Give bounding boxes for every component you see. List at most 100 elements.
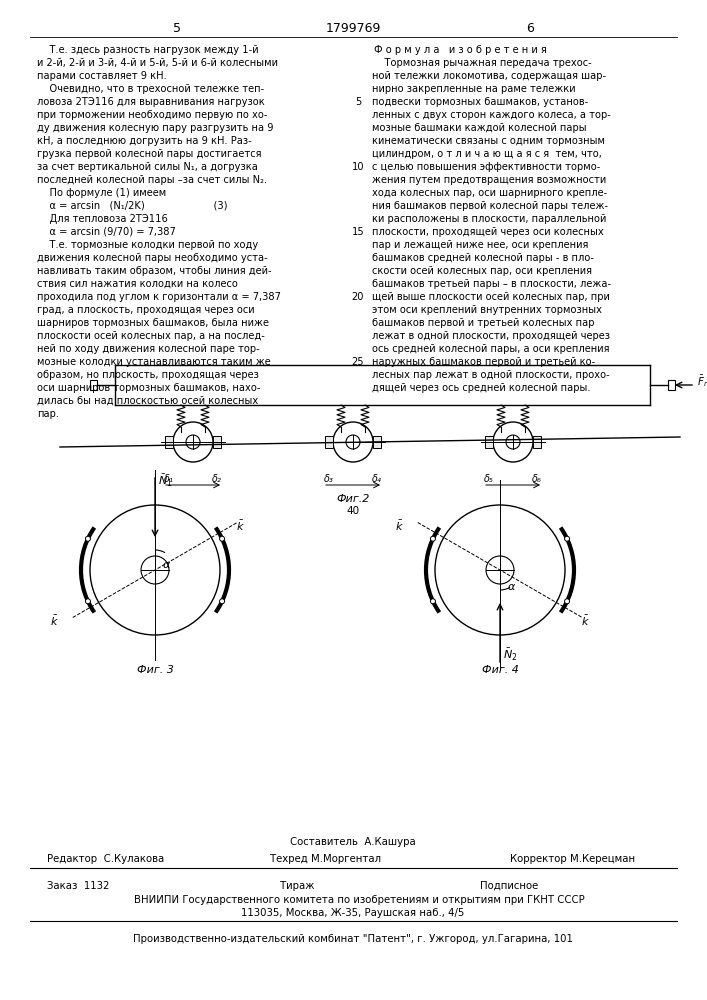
Text: шарниров тормозных башмаков, была ниже: шарниров тормозных башмаков, была ниже [37, 318, 269, 328]
Text: По формуле (1) имеем: По формуле (1) имеем [37, 188, 166, 198]
Text: α = arcsin (9/70) = 7,387: α = arcsin (9/70) = 7,387 [37, 227, 176, 237]
Text: 40: 40 [346, 506, 360, 516]
Text: парами составляет 9 кН.: парами составляет 9 кН. [37, 71, 167, 81]
Bar [485, 436, 493, 448]
Text: лесных пар лежат в одной плоскости, прохо-: лесных пар лежат в одной плоскости, прох… [372, 370, 609, 380]
Text: Очевидно, что в трехосной тележке теп-: Очевидно, что в трехосной тележке теп- [37, 84, 264, 94]
Text: Т.е. тормозные колодки первой по ходу: Т.е. тормозные колодки первой по ходу [37, 240, 258, 250]
Text: при торможении необходимо первую по хо-: при торможении необходимо первую по хо- [37, 110, 267, 120]
Bar [533, 436, 541, 448]
Text: нирно закрепленные на раме тележки: нирно закрепленные на раме тележки [372, 84, 575, 94]
Text: 15: 15 [351, 227, 364, 237]
Text: Фиг.2: Фиг.2 [337, 494, 370, 504]
Text: ной тележки локомотива, содержащая шар-: ной тележки локомотива, содержащая шар- [372, 71, 606, 81]
Text: ВНИИПИ Государственного комитета по изобретениям и открытиям при ГКНТ СССР: ВНИИПИ Государственного комитета по изоб… [121, 895, 585, 905]
Text: плоскости осей колесных пар, а на послед-: плоскости осей колесных пар, а на послед… [37, 331, 265, 341]
Text: за счет вертикальной силы N₁, а догрузка: за счет вертикальной силы N₁, а догрузка [37, 162, 258, 172]
Text: Техред М.Моргентал: Техред М.Моргентал [270, 854, 381, 864]
Text: ствия сил нажатия колодки на колесо: ствия сил нажатия колодки на колесо [37, 279, 238, 289]
Bar [213, 436, 221, 448]
Text: последней колесной пары –за счет силы N₂.: последней колесной пары –за счет силы N₂… [37, 175, 267, 185]
Text: башмаков первой и третьей колесных пар: башмаков первой и третьей колесных пар [372, 318, 595, 328]
Text: Тираж: Тираж [280, 881, 315, 891]
Text: дилась бы над плоскостью осей колесных: дилась бы над плоскостью осей колесных [37, 396, 258, 406]
Circle shape [565, 599, 570, 604]
Text: этом оси креплений внутренних тормозных: этом оси креплений внутренних тормозных [372, 305, 602, 315]
Circle shape [220, 599, 225, 604]
Text: δ₆: δ₆ [532, 474, 542, 484]
Text: оси шарниров тормозных башмаков, нахо-: оси шарниров тормозных башмаков, нахо- [37, 383, 260, 393]
Bar [165, 436, 173, 448]
Text: Для тепловоза 2ТЭ116: Для тепловоза 2ТЭ116 [37, 214, 168, 224]
Text: пар.: пар. [37, 409, 59, 419]
Text: δ₁: δ₁ [164, 474, 174, 484]
Text: образом, но плоскость, проходящая через: образом, но плоскость, проходящая через [37, 370, 259, 380]
Text: град, а плоскость, проходящая через оси: град, а плоскость, проходящая через оси [37, 305, 255, 315]
Text: α: α [163, 560, 170, 570]
Text: наружных башмаков первой и третьей ко-: наружных башмаков первой и третьей ко- [372, 357, 595, 367]
Text: 6: 6 [526, 22, 534, 35]
Bar [90, 380, 97, 390]
Text: цилиндром, о т л и ч а ю щ а я с я  тем, что,: цилиндром, о т л и ч а ю щ а я с я тем, … [372, 149, 602, 159]
Text: ось средней колесной пары, а оси крепления: ось средней колесной пары, а оси креплен… [372, 344, 609, 354]
Text: 113035, Москва, Ж-35, Раушская наб., 4/5: 113035, Москва, Ж-35, Раушская наб., 4/5 [241, 908, 464, 918]
Text: жения путем предотвращения возможности: жения путем предотвращения возможности [372, 175, 606, 185]
Text: $\bar{k}$: $\bar{k}$ [395, 518, 404, 533]
Text: скости осей колесных пар, оси крепления: скости осей колесных пар, оси крепления [372, 266, 592, 276]
Circle shape [565, 536, 570, 541]
Text: лежат в одной плоскости, проходящей через: лежат в одной плоскости, проходящей чере… [372, 331, 610, 341]
Text: навливать таким образом, чтобы линия дей-: навливать таким образом, чтобы линия дей… [37, 266, 271, 276]
Text: Фиг. 4: Фиг. 4 [481, 665, 518, 675]
Text: Ф о р м у л а   и з о б р е т е н и я: Ф о р м у л а и з о б р е т е н и я [374, 45, 547, 55]
Circle shape [431, 599, 436, 604]
Text: мозные колодки устанавливаются таким же: мозные колодки устанавливаются таким же [37, 357, 271, 367]
Text: Производственно-издательский комбинат "Патент", г. Ужгород, ул.Гагарина, 101: Производственно-издательский комбинат "П… [133, 934, 573, 944]
Bar [325, 436, 333, 448]
Text: щей выше плоскости осей колесных пар, при: щей выше плоскости осей колесных пар, пр… [372, 292, 610, 302]
Circle shape [431, 536, 436, 541]
Text: Корректор М.Керецман: Корректор М.Керецман [510, 854, 635, 864]
Text: Подписное: Подписное [480, 881, 538, 891]
Text: 20: 20 [352, 292, 364, 302]
Text: α: α [508, 582, 515, 592]
Text: 1799769: 1799769 [325, 22, 380, 35]
Bar [373, 436, 381, 448]
Text: кН, а последнюю догрузить на 9 кН. Раз-: кН, а последнюю догрузить на 9 кН. Раз- [37, 136, 252, 146]
Text: δ₂: δ₂ [212, 474, 222, 484]
Text: Заказ  1132: Заказ 1132 [47, 881, 110, 891]
Text: $\bar{k}$: $\bar{k}$ [581, 613, 590, 628]
Text: ловоза 2ТЭ116 для выравнивания нагрузок: ловоза 2ТЭ116 для выравнивания нагрузок [37, 97, 264, 107]
Text: $\bar{k}$: $\bar{k}$ [50, 613, 59, 628]
Text: мозные башмаки каждой колесной пары: мозные башмаки каждой колесной пары [372, 123, 587, 133]
Text: 5: 5 [355, 97, 361, 107]
Text: $\bar{F}_п$: $\bar{F}_п$ [697, 373, 707, 389]
Text: $\bar{N}_2$: $\bar{N}_2$ [503, 647, 518, 663]
Text: ния башмаков первой колесной пары тележ-: ния башмаков первой колесной пары тележ- [372, 201, 608, 211]
Text: Тормозная рычажная передача трехос-: Тормозная рычажная передача трехос- [372, 58, 592, 68]
Text: с целью повышения эффективности тормо-: с целью повышения эффективности тормо- [372, 162, 600, 172]
Text: $\bar{k}$: $\bar{k}$ [236, 518, 245, 533]
Text: δ₅: δ₅ [484, 474, 494, 484]
Text: плоскости, проходящей через оси колесных: плоскости, проходящей через оси колесных [372, 227, 604, 237]
Text: пар и лежащей ниже нее, оси крепления: пар и лежащей ниже нее, оси крепления [372, 240, 588, 250]
Text: башмаков средней колесной пары - в пло-: башмаков средней колесной пары - в пло- [372, 253, 594, 263]
Text: проходила под углом к горизонтали α = 7,387: проходила под углом к горизонтали α = 7,… [37, 292, 281, 302]
Text: 5: 5 [173, 22, 181, 35]
Text: Составитель  А.Кашура: Составитель А.Кашура [290, 837, 416, 847]
Text: Т.е. здесь разность нагрузок между 1-й: Т.е. здесь разность нагрузок между 1-й [37, 45, 259, 55]
Circle shape [220, 536, 225, 541]
Text: подвески тормозных башмаков, установ-: подвески тормозных башмаков, установ- [372, 97, 588, 107]
Text: кинематически связаны с одним тормозным: кинематически связаны с одним тормозным [372, 136, 605, 146]
Text: δ₄: δ₄ [372, 474, 382, 484]
Bar [668, 380, 675, 390]
Text: Фиг. 3: Фиг. 3 [136, 665, 173, 675]
Text: α = arcsin   (N₁/2K)                      (3): α = arcsin (N₁/2K) (3) [37, 201, 228, 211]
Text: движения колесной пары необходимо уста-: движения колесной пары необходимо уста- [37, 253, 268, 263]
Text: 25: 25 [352, 357, 364, 367]
Text: ней по ходу движения колесной паре тор-: ней по ходу движения колесной паре тор- [37, 344, 259, 354]
Text: ленных с двух сторон каждого колеса, а тор-: ленных с двух сторон каждого колеса, а т… [372, 110, 611, 120]
Text: и 2-й, 2-й и 3-й, 4-й и 5-й, 5-й и 6-й колесными: и 2-й, 2-й и 3-й, 4-й и 5-й, 5-й и 6-й к… [37, 58, 278, 68]
Text: грузка первой колесной пары достигается: грузка первой колесной пары достигается [37, 149, 262, 159]
Text: башмаков третьей пары – в плоскости, лежа-: башмаков третьей пары – в плоскости, леж… [372, 279, 611, 289]
Text: дящей через ось средней колесной пары.: дящей через ось средней колесной пары. [372, 383, 590, 393]
